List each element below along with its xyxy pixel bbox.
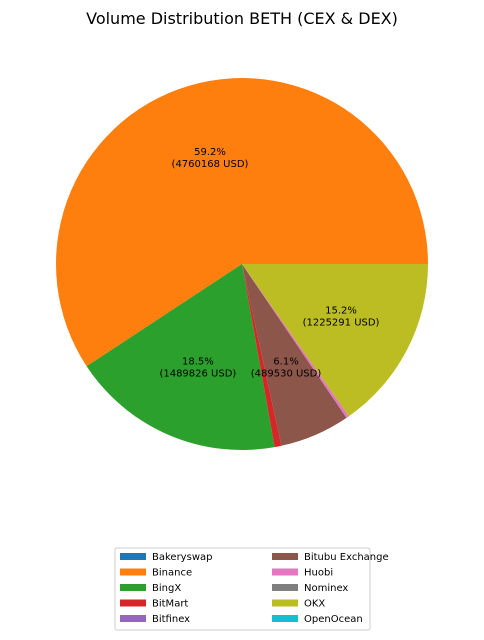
- legend-swatch-bakeryswap: [120, 553, 146, 560]
- legend-label-bakeryswap: Bakeryswap: [152, 552, 212, 563]
- pct-label-binance: 59.2%: [194, 147, 226, 158]
- pct-label-bingx: 18.5%: [182, 357, 214, 368]
- pct-label-bitubu-exchange: 6.1%: [273, 357, 298, 368]
- value-label-bingx: (1489826 USD): [159, 369, 236, 380]
- legend-swatch-okx: [272, 599, 298, 607]
- legend-swatch-bitfinex: [120, 615, 146, 622]
- legend-label-bitubu-exchange: Bitubu Exchange: [304, 552, 389, 563]
- legend-swatch-nominex: [272, 584, 298, 591]
- legend-label-bitfinex: Bitfinex: [152, 614, 190, 625]
- legend-label-bitmart: BitMart: [152, 599, 188, 610]
- legend-label-okx: OKX: [304, 599, 325, 610]
- legend-label-bingx: BingX: [152, 583, 181, 594]
- pie-slices: [56, 77, 428, 450]
- legend-swatch-binance: [120, 568, 146, 576]
- legend-swatch-openocean: [272, 615, 298, 622]
- legend-swatch-huobi: [272, 568, 298, 576]
- chart-title: Volume Distribution BETH (CEX & DEX): [86, 9, 398, 28]
- slice-bitubu-exchange: [242, 264, 347, 446]
- pct-label-okx: 15.2%: [325, 305, 357, 316]
- legend-label-huobi: Huobi: [304, 568, 333, 579]
- legend-frame: [114, 547, 371, 631]
- legend-label-binance: Binance: [152, 568, 192, 579]
- value-label-bitubu-exchange: (489530 USD): [251, 369, 322, 380]
- slice-binance: [56, 77, 428, 367]
- slice-huobi: [242, 264, 349, 418]
- value-label-okx: (1225291 USD): [303, 317, 380, 328]
- legend-label-openocean: OpenOcean: [304, 614, 363, 625]
- slice-bitmart: [242, 264, 282, 448]
- legend: Bakeryswap Binance BingX BitMart Bitfinex Bit…: [114, 547, 389, 631]
- slice-labels: 59.2%(4760168 USD) 18.5%(1489826 USD) 6.1%…: [159, 147, 379, 379]
- legend-swatch-bitmart: [120, 599, 146, 607]
- legend-label-nominex: Nominex: [304, 583, 348, 594]
- legend-swatch-bingx: [120, 584, 146, 591]
- value-label-binance: (4760168 USD): [172, 159, 249, 170]
- slice-bingx: [86, 264, 275, 450]
- legend-swatch-bitubu-exchange: [272, 553, 298, 560]
- slice-okx: [242, 264, 428, 417]
